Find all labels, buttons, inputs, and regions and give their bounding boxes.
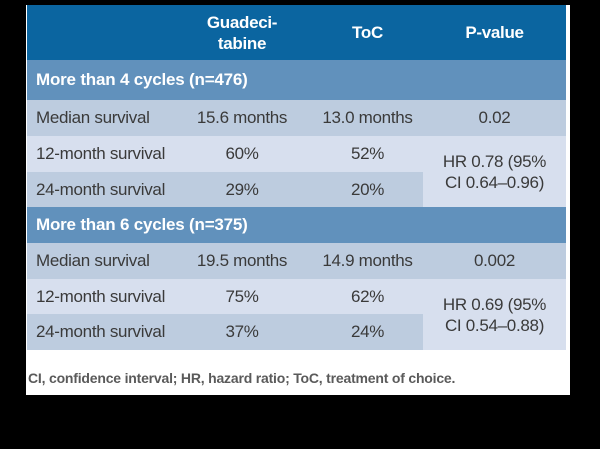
guadecitabine-value: 37% — [172, 314, 312, 350]
guadecitabine-value: 15.6 months — [172, 100, 312, 136]
toc-value: 24% — [312, 314, 423, 350]
section-title-6-cycles: More than 6 cycles (n=375) — [27, 207, 566, 243]
row-label: Median survival — [27, 243, 172, 279]
hazard-ratio-cell: HR 0.78 (95% CI 0.64–0.96) — [423, 136, 566, 207]
p-value: 0.02 — [423, 100, 566, 136]
row-label: Median survival — [27, 100, 172, 136]
row-label: 24-month survival — [27, 314, 172, 350]
header-guadecitabine-line1: Guadeci- — [206, 12, 278, 32]
toc-value: 13.0 months — [312, 100, 423, 136]
hazard-ratio-line2: CI 0.54–0.88) — [444, 315, 545, 335]
header-guadecitabine-line2: tabine — [217, 33, 267, 53]
p-value: 0.002 — [423, 243, 566, 279]
hazard-ratio-line1: HR 0.69 (95% — [442, 294, 547, 314]
toc-value: 52% — [312, 136, 423, 172]
row-label: 24-month survival — [27, 172, 172, 207]
toc-value: 20% — [312, 172, 423, 207]
abbreviations-footnote: CI, confidence interval; HR, hazard rati… — [28, 370, 456, 386]
page-background: Guadeci- tabine ToC P-value More than 4 … — [26, 5, 570, 395]
header-pvalue: P-value — [423, 5, 566, 60]
guadecitabine-value: 60% — [172, 136, 312, 172]
hazard-ratio-cell: HR 0.69 (95% CI 0.54–0.88) — [423, 279, 566, 350]
row-label: 12-month survival — [27, 279, 172, 314]
guadecitabine-value: 19.5 months — [172, 243, 312, 279]
hazard-ratio-line1: HR 0.78 (95% — [442, 151, 547, 171]
survival-table: Guadeci- tabine ToC P-value More than 4 … — [27, 5, 566, 350]
guadecitabine-value: 75% — [172, 279, 312, 314]
header-guadecitabine: Guadeci- tabine — [172, 5, 312, 60]
header-toc: ToC — [312, 5, 423, 60]
header-empty-cell — [27, 5, 172, 60]
row-label: 12-month survival — [27, 136, 172, 172]
toc-value: 62% — [312, 279, 423, 314]
section-title-4-cycles: More than 4 cycles (n=476) — [27, 60, 566, 100]
toc-value: 14.9 months — [312, 243, 423, 279]
hazard-ratio-line2: CI 0.64–0.96) — [444, 172, 545, 192]
guadecitabine-value: 29% — [172, 172, 312, 207]
